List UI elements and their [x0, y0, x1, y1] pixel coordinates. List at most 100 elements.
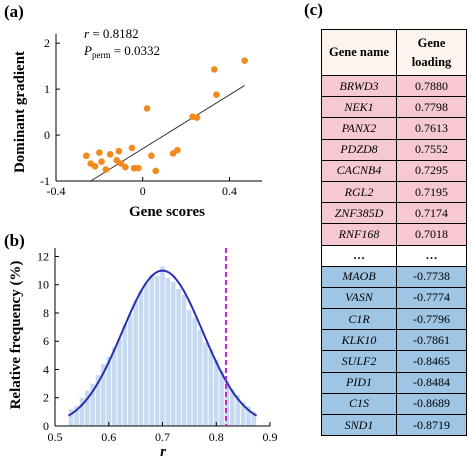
histogram-bar	[251, 411, 257, 426]
histogram-bar	[181, 294, 187, 426]
scatter-point	[91, 163, 99, 170]
histogram-y-tick-label: 6	[43, 334, 49, 348]
histogram-y-tick-label: 12	[37, 249, 49, 263]
scatter-point	[115, 147, 123, 155]
gene-loading-cell: -0.8484	[396, 371, 467, 394]
scatter-point	[96, 149, 103, 156]
scatter-point	[174, 146, 181, 154]
histogram-bar	[208, 349, 214, 426]
gene-loading-cell: 0.7018	[396, 223, 467, 246]
histogram-bar	[84, 390, 90, 426]
gene-loading-cell: …	[396, 244, 467, 267]
gene-row: C1S -0.8689	[321, 392, 467, 416]
gene-row: BRWD3 0.7880	[321, 74, 467, 98]
histogram-bar	[106, 356, 112, 426]
scatter-point	[193, 114, 201, 121]
scatter-annotation-p: Pperm = 0.0332	[83, 43, 160, 60]
gene-loading-cell: 0.7174	[396, 202, 467, 225]
scatter-point	[148, 152, 155, 160]
histogram-bar	[154, 276, 160, 426]
scatter-point	[241, 57, 248, 64]
scatter-point	[83, 152, 90, 160]
scatter-point	[117, 160, 125, 167]
histogram-axes: 0 2 4 6 8 10 12 0.5 0.6 0.7 0.8 0.9	[37, 248, 278, 444]
histogram-x-tick-label: 0.8	[209, 430, 224, 444]
histogram-bar	[235, 394, 241, 426]
gene-name-cell: RNF168	[321, 223, 397, 246]
scatter-point	[213, 91, 220, 98]
histogram-bar	[165, 277, 171, 426]
histogram-bar	[90, 383, 95, 426]
histogram-bar	[187, 310, 192, 426]
gene-row: KLK10 -0.7861	[321, 329, 467, 352]
gene-loading-cell: -0.7796	[396, 308, 467, 331]
histogram-x-tick-label: 0.5	[48, 430, 63, 444]
histogram-bar	[133, 300, 138, 426]
scatter-point	[98, 158, 105, 166]
histogram-bar	[149, 274, 155, 426]
gene-name-cell: MAOB	[321, 265, 397, 288]
scatter-fit-line	[90, 85, 245, 182]
scatter-point	[128, 144, 136, 152]
scatter-y-tick-label: 1	[44, 82, 50, 96]
gene-loading-cell: 0.7613	[396, 117, 467, 140]
histogram-bar	[122, 324, 128, 426]
gene-loading-cell: -0.8689	[396, 392, 467, 416]
histogram-bar	[176, 288, 181, 426]
scatter-x-tick-label: 0	[140, 184, 146, 198]
gene-name-cell: ZNF385D	[321, 202, 397, 225]
panel-label-b: (b)	[4, 231, 25, 250]
gene-name-cell: PID1	[321, 371, 397, 394]
scatter-marks	[83, 57, 248, 182]
histogram-bar	[192, 317, 198, 426]
scatter-panel: (a) Dominant gradient Gene scores r = 0.…	[4, 2, 262, 220]
scatter-y-tick-label: 0	[44, 128, 50, 142]
histogram-x-tick-label: 0.9	[263, 430, 278, 444]
histogram-bar	[144, 283, 149, 426]
gene-row: CACNB4 0.7295	[321, 159, 467, 182]
gene-row: NEK1 0.7798	[321, 96, 467, 119]
scatter-point	[152, 167, 160, 175]
gene-name-cell: C1S	[321, 392, 397, 416]
histogram-panel: (b) Relative frequency (%) r 0 2 4 6 8 10 12 0.…	[4, 231, 278, 457]
histogram-bar	[160, 266, 165, 426]
histogram-bar	[203, 342, 208, 426]
gene-loading-cell: 0.7195	[396, 180, 467, 204]
histogram-y-tick-label: 8	[43, 306, 49, 320]
scatter-x-tick-label: -0.4	[47, 184, 66, 198]
gene-row: ZNF385D 0.7174	[321, 202, 467, 225]
histogram-y-tick-label: 0	[43, 419, 49, 433]
gene-loading-cell: -0.8465	[396, 350, 467, 373]
scatter-axes: -1 0 1 2 -0.4 0 0.4	[40, 34, 262, 198]
scatter-ylabel: Dominant gradient	[12, 51, 28, 173]
panel-label-a: (a)	[4, 2, 24, 21]
header-gene-loading: Gene loading	[396, 29, 467, 76]
histogram-xlabel: r	[160, 444, 166, 457]
histogram-bar	[197, 329, 203, 426]
gene-loading-cell: -0.7861	[396, 329, 467, 352]
histogram-x-tick-label: 0.7	[155, 430, 170, 444]
gene-row: C1R -0.7796	[321, 308, 467, 331]
gene-row: ……	[321, 244, 467, 267]
scatter-xlabel: Gene scores	[129, 204, 205, 220]
histogram-y-tick-label: 2	[43, 391, 49, 405]
gene-name-cell: …	[321, 244, 397, 267]
scatter-point	[102, 166, 110, 173]
histogram-bar	[219, 370, 224, 426]
scatter-point	[135, 164, 142, 172]
histogram-overlays	[67, 248, 258, 426]
gene-loading-cell: -0.8719	[396, 413, 467, 437]
gene-row: MAOB -0.7738	[321, 265, 467, 288]
scatter-point	[143, 105, 151, 112]
gene-row: RNF168 0.7018	[321, 223, 467, 246]
histogram-bar	[117, 338, 122, 426]
gene-loading-cell: 0.7798	[396, 96, 467, 119]
histogram-bar	[240, 401, 246, 426]
histogram-bar	[101, 363, 106, 426]
scatter-annotation-r: r = 0.8182	[84, 26, 139, 41]
histogram-bar	[74, 406, 79, 426]
gene-loading-cell: 0.7295	[396, 159, 467, 182]
histogram-bar	[170, 281, 176, 426]
gene-table-body: BRWD3 0.7880 NEK1 0.7798 PANX2 0.7613 PDZD8 0.7…	[321, 74, 467, 437]
gene-name-cell: PANX2	[321, 117, 397, 140]
